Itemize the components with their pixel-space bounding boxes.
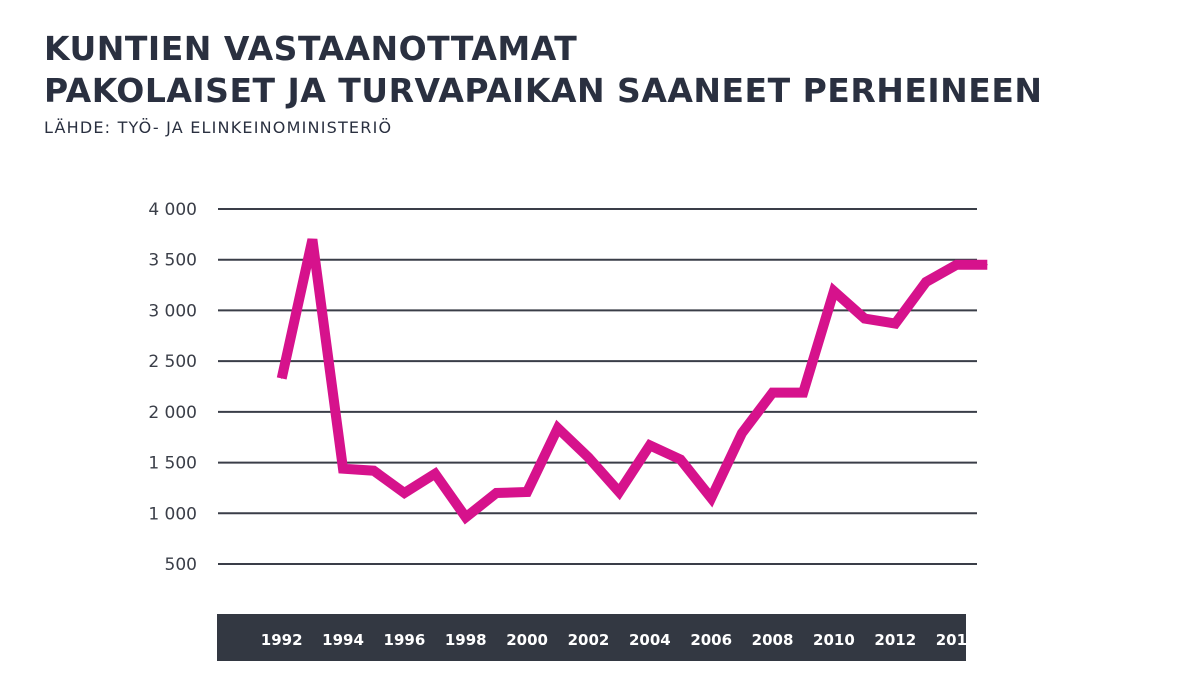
x-tick-label: 2008 (752, 631, 794, 649)
data-point (956, 264, 958, 266)
data-point (557, 427, 559, 429)
x-tick-label: 2004 (629, 631, 671, 649)
y-tick-label: 1 000 (148, 504, 197, 524)
x-tick-label: 1992 (261, 631, 303, 649)
data-point (649, 444, 651, 446)
y-tick-label: 3 000 (148, 301, 197, 321)
data-point (925, 281, 927, 283)
x-tick-label: 2012 (874, 631, 916, 649)
x-tick-label: 2000 (506, 631, 548, 649)
data-point (434, 473, 436, 475)
x-tick-label: 2014 (936, 631, 978, 649)
y-tick-label: 4 000 (148, 200, 197, 220)
y-tick-label: 500 (165, 555, 197, 575)
chart-title-line-1: KUNTIEN VASTAANOTTAMAT (44, 29, 578, 68)
x-axis-band (217, 614, 966, 661)
data-point (281, 377, 283, 379)
data-point (741, 432, 743, 434)
data-point (373, 470, 375, 472)
data-point (680, 459, 682, 461)
data-point (587, 457, 589, 458)
chart-title-line-2: PAKOLAISET JA TURVAPAIKAN SAANEET PERHEI… (44, 71, 1043, 110)
data-point (833, 290, 835, 292)
data-point (710, 497, 712, 499)
data-point (403, 492, 405, 494)
data-point (526, 491, 528, 493)
data-point (894, 323, 896, 325)
x-tick-label: 1996 (384, 631, 426, 649)
data-point (311, 238, 313, 240)
y-axis-ticks: 4 000 3 500 3 000 2 500 2 000 1 500 1 000 500 (148, 200, 197, 575)
chart-title: KUNTIEN VASTAANOTTAMAT PAKOLAISET JA TUR… (44, 28, 1043, 112)
data-point (342, 468, 344, 470)
y-tick-label: 1 500 (148, 454, 197, 474)
data-point (618, 491, 620, 493)
data-point (864, 318, 866, 320)
y-tick-label: 3 500 (148, 251, 197, 271)
data-point (986, 264, 988, 266)
x-tick-label: 2006 (690, 631, 732, 649)
data-point (802, 392, 804, 394)
series (276, 238, 988, 525)
y-tick-label: 2 000 (148, 403, 197, 423)
x-tick-label: 1998 (445, 631, 487, 649)
x-tick-label: 1994 (322, 631, 364, 649)
series-line (276, 238, 988, 525)
data-point (772, 392, 774, 394)
data-point (465, 516, 467, 518)
chart-source: LÄHDE: TYÖ- JA ELINKEINOMINISTERIÖ (44, 118, 393, 137)
data-point (495, 492, 497, 494)
x-axis-ticks: 1992 1994 1996 1998 2000 2002 2004 2006 2008 2010… (261, 631, 978, 649)
y-tick-label: 2 500 (148, 352, 197, 372)
x-tick-label: 2010 (813, 631, 855, 649)
x-tick-label: 2002 (568, 631, 610, 649)
